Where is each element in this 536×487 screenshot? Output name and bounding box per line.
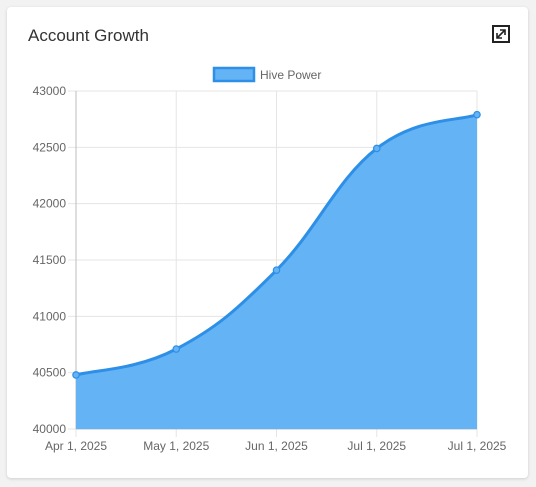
y-tick-label: 40500 [33,366,67,380]
x-tick-label: Jul 1, 2025 [448,439,507,453]
data-point [172,345,181,353]
y-tick-label: 43000 [33,84,67,98]
data-point [272,266,281,274]
x-tick-label: Jun 1, 2025 [245,439,308,453]
y-tick-label: 42500 [33,140,67,154]
data-point [372,144,381,153]
y-tick-label: 41500 [33,253,67,267]
y-tick-label: 40000 [33,422,67,436]
y-tick-label: 42000 [33,197,67,211]
x-tick-label: May 1, 2025 [143,439,209,453]
expand-icon [492,25,510,43]
legend-swatch [212,66,256,83]
y-tick-label: 41000 [33,309,67,323]
expand-button[interactable] [492,25,510,43]
x-tick-label: Apr 1, 2025 [45,439,107,453]
legend-label: Hive Power [260,68,321,82]
card-title: Account Growth [28,26,149,45]
x-tick-label: Jul 1, 2025 [347,439,406,453]
data-point [473,110,481,119]
data-point [72,371,80,379]
